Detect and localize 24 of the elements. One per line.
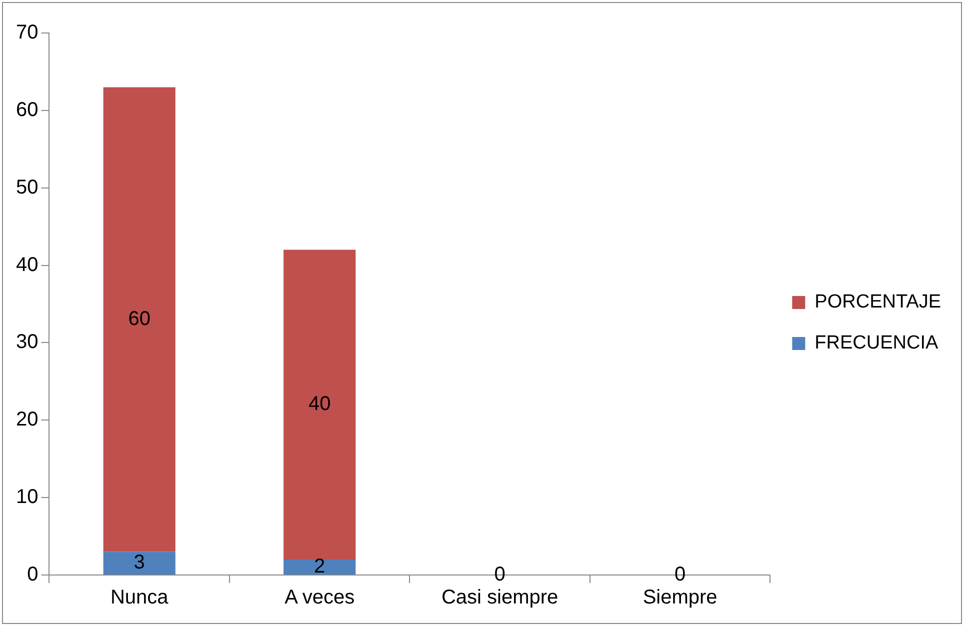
- data-label: 3: [134, 552, 145, 574]
- bar: [284, 560, 356, 574]
- data-label: 0: [494, 564, 506, 586]
- legend-label: FRECUENCIA: [814, 332, 939, 354]
- data-label: 2: [314, 556, 326, 578]
- y-tick-label: 70: [16, 22, 38, 44]
- bar: [103, 552, 176, 574]
- bar: [284, 250, 356, 560]
- y-tick-label: 50: [16, 176, 38, 198]
- x-tick-label: Casi siempre: [441, 586, 558, 609]
- x-tick-label: Nunca: [110, 586, 170, 609]
- x-tick-label: A veces: [284, 586, 355, 609]
- y-tick-label: 20: [16, 408, 38, 431]
- data-label: 0: [674, 564, 686, 586]
- data-label: 40: [308, 393, 331, 416]
- y-tick-label: 60: [16, 98, 38, 121]
- legend-label: PORCENTAJE: [814, 292, 942, 313]
- x-tick-label: Siempre: [642, 586, 718, 609]
- y-tick-label: 40: [16, 254, 38, 276]
- y-tick-label: 0: [27, 564, 38, 586]
- bar: [103, 87, 176, 552]
- data-label: 60: [128, 308, 150, 330]
- y-tick-label: 10: [16, 486, 38, 508]
- y-tick-label: 30: [16, 331, 38, 354]
